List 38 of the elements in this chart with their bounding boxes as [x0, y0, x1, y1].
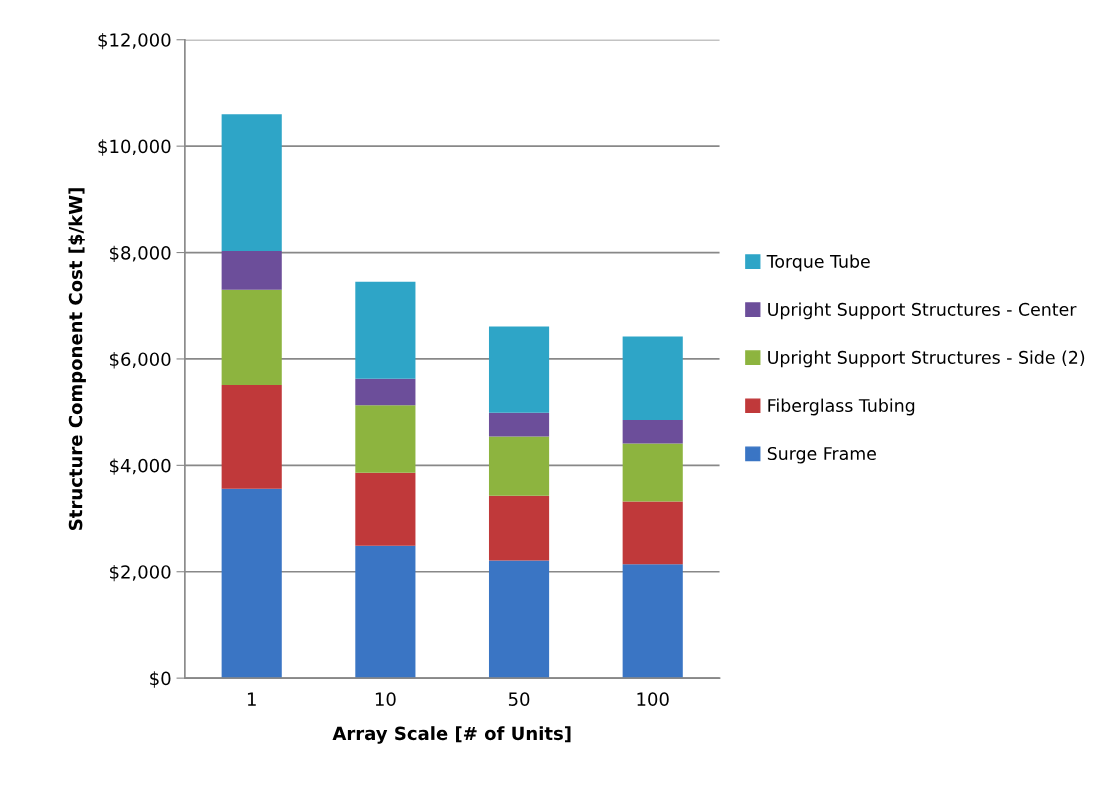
bar [488, 495, 550, 561]
x-axis-title: Array Scale [# of Units] [332, 726, 571, 744]
bar [221, 289, 282, 386]
legend-label: Upright Support Structures - Side (2) [768, 350, 1085, 368]
bar [622, 443, 683, 502]
y-tick-label: $8,000 [110, 245, 171, 263]
bar [221, 250, 282, 290]
bar [622, 564, 683, 679]
y-axis-title: Structure Component Cost [$/kW] [68, 188, 86, 530]
x-tick-label: 50 [508, 692, 530, 706]
bar [622, 336, 683, 421]
y-tick-label: $4,000 [110, 458, 171, 475]
x-tick-label: 100 [637, 692, 669, 706]
bar [355, 405, 416, 473]
bar [221, 114, 282, 251]
bar [355, 378, 416, 406]
y-tick-label: $6,000 [110, 352, 171, 369]
legend-label: Upright Support Structures - Center [768, 302, 1077, 320]
bar [622, 501, 683, 565]
bar [488, 412, 550, 437]
bar [355, 472, 416, 546]
bar [221, 385, 282, 489]
y-tick-label: $0 [150, 671, 171, 688]
legend-label: Torque Tube [766, 254, 870, 272]
legend-label: Surge Frame [767, 446, 876, 464]
bar [355, 545, 416, 679]
x-tick-label: 10 [375, 692, 396, 706]
x-tick-label: 1 [247, 692, 256, 706]
bar [355, 281, 416, 379]
y-tick-label: $10,000 [98, 139, 171, 156]
legend-label: Fiberglass Tubing [768, 398, 915, 416]
bar [488, 326, 550, 413]
bar [622, 420, 683, 444]
bar [488, 560, 550, 679]
y-tick-label: $12,000 [98, 32, 171, 50]
y-tick-label: $2,000 [110, 564, 171, 582]
bar [221, 488, 282, 679]
bar [488, 436, 550, 496]
